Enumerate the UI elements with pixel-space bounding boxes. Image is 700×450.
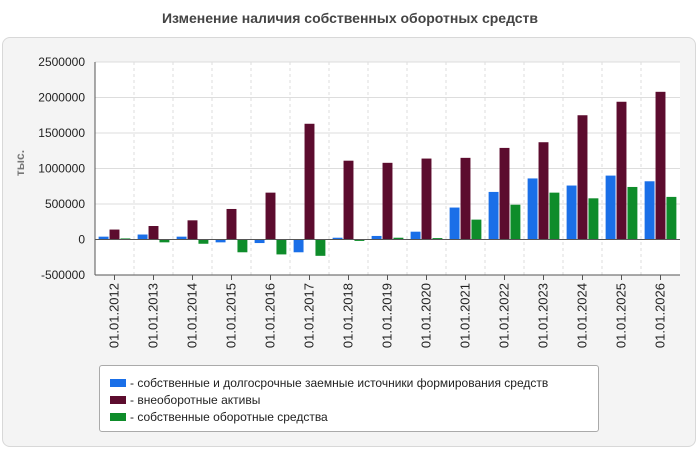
legend-label-working-capital: - собственные оборотные средства	[130, 409, 328, 424]
bar-series-2	[159, 239, 170, 243]
legend-swatch-working-capital	[110, 412, 126, 421]
bar-series-2	[198, 239, 209, 244]
bar-series-1	[187, 220, 198, 240]
bar-series-1	[148, 226, 159, 240]
bar-series-2	[120, 238, 131, 240]
bar-series-1	[421, 158, 432, 240]
y-tick-label: 0	[78, 233, 85, 247]
bar-series-0	[449, 207, 460, 240]
legend-swatch-sources	[110, 378, 126, 387]
bar-series-0	[410, 231, 421, 240]
bar-series-2	[237, 239, 248, 253]
x-tick-label: 01.01.2019	[380, 283, 395, 348]
x-tick-label: 01.01.2026	[653, 283, 668, 348]
chart-title: Изменение наличия собственных оборотных …	[161, 10, 539, 26]
bar-series-2	[627, 186, 638, 240]
bar-series-0	[371, 235, 382, 240]
bar-series-2	[549, 192, 560, 240]
bar-series-1	[382, 162, 393, 240]
y-tick-label: 2000000	[38, 91, 85, 105]
bar-series-2	[315, 239, 326, 256]
bar-series-0	[98, 236, 109, 240]
bar-series-2	[471, 219, 482, 240]
x-tick-label: 01.01.2018	[341, 283, 356, 348]
legend-label-sources: - собственные и долгосрочные заемные ист…	[130, 375, 549, 390]
bar-series-1	[577, 115, 588, 240]
x-tick-label: 01.01.2020	[419, 283, 434, 348]
y-axis-label: тыс.	[13, 150, 27, 176]
legend-item-noncurrent-assets: - внеоборотные активы	[110, 391, 598, 408]
bar-series-1	[304, 123, 315, 240]
bar-series-1	[109, 229, 120, 240]
x-tick-label: 01.01.2012	[107, 283, 122, 348]
bar-series-1	[538, 142, 549, 240]
bar-series-2	[354, 239, 365, 241]
bar-series-0	[215, 239, 226, 243]
bar-series-1	[265, 192, 276, 240]
bar-series-0	[605, 175, 616, 240]
legend-label-noncurrent-assets: - внеоборотные активы	[130, 392, 261, 407]
bar-series-2	[276, 239, 287, 255]
x-tick-label: 01.01.2023	[536, 283, 551, 348]
x-tick-label: 01.01.2016	[263, 283, 278, 348]
bar-series-1	[616, 101, 627, 240]
bar-series-2	[393, 237, 404, 240]
legend-item-sources: - собственные и долгосрочные заемные ист…	[110, 374, 598, 391]
x-tick-label: 01.01.2024	[575, 283, 590, 348]
bar-series-0	[254, 239, 265, 244]
bar-series-1	[655, 91, 666, 240]
y-tick-label: 1000000	[38, 162, 85, 176]
y-tick-label: 500000	[45, 197, 85, 211]
y-tick-label: 2500000	[38, 55, 85, 69]
bar-series-0	[332, 237, 343, 240]
legend-swatch-noncurrent-assets	[110, 395, 126, 404]
x-tick-label: 01.01.2015	[224, 283, 239, 348]
x-tick-label: 01.01.2021	[458, 283, 473, 348]
bar-series-0	[644, 181, 655, 240]
x-tick-label: 01.01.2013	[146, 283, 161, 348]
bar-series-0	[293, 239, 304, 253]
bar-series-1	[343, 160, 354, 240]
bar-series-1	[460, 157, 471, 240]
legend: - собственные и долгосрочные заемные ист…	[99, 365, 599, 432]
bar-series-2	[666, 196, 677, 240]
x-tick-label: 01.01.2025	[614, 283, 629, 348]
bar-series-2	[588, 198, 599, 240]
bar-series-0	[137, 234, 148, 240]
bar-series-2	[510, 204, 521, 240]
x-tick-label: 01.01.2017	[302, 283, 317, 348]
bar-series-2	[432, 238, 443, 240]
bar-series-0	[566, 185, 577, 240]
y-tick-label: -500000	[41, 268, 85, 282]
bar-series-1	[499, 147, 510, 240]
bar-series-0	[176, 236, 187, 240]
x-tick-label: 01.01.2022	[497, 283, 512, 348]
bar-series-0	[527, 178, 538, 240]
y-tick-label: 1500000	[38, 126, 85, 140]
legend-item-working-capital: - собственные оборотные средства	[110, 408, 598, 425]
bar-series-0	[488, 191, 499, 240]
bar-series-1	[226, 208, 237, 240]
x-tick-label: 01.01.2014	[185, 283, 200, 348]
